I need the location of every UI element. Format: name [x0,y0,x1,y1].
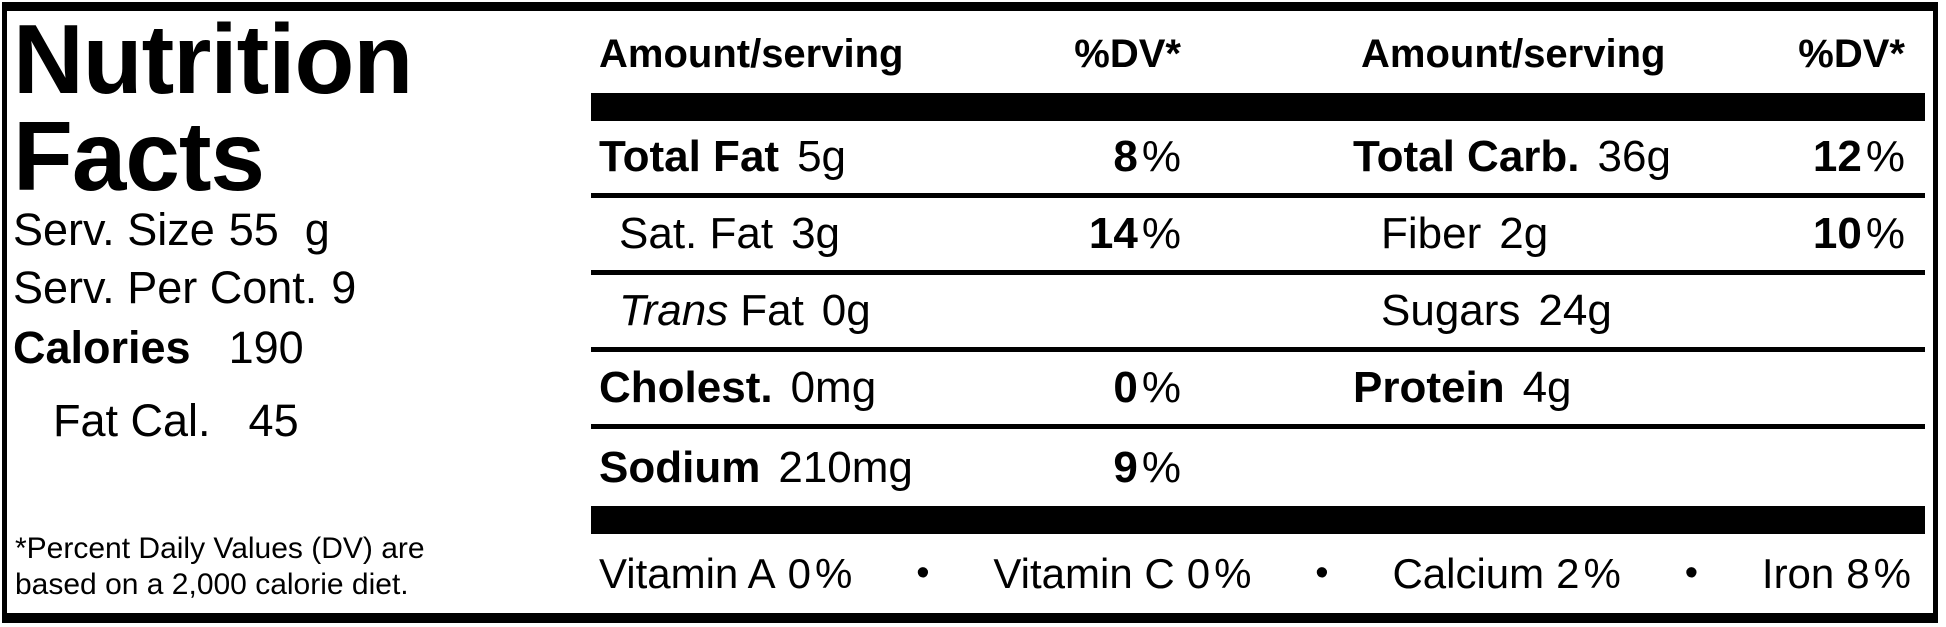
calcium-value: 2 [1556,549,1580,597]
percent-sign: % [1873,549,1911,597]
iron-name: Iron [1761,549,1835,597]
header-dv-left: %DV* [1074,32,1181,76]
percent-sign: % [1141,209,1181,258]
total-carb-name: Total Carb. [1353,132,1580,181]
sat-fat-dv: 14% [1088,209,1181,258]
percent-sign: % [1865,132,1905,181]
table-header-row: Amount/serving %DV* Amount/serving %DV* [591,11,1925,93]
fat-calories-line: Fat Cal. 45 [53,395,299,447]
vitamin-a-value: 0 [787,549,812,597]
table-row: Trans Fat 0g Sugars 24g [591,275,1925,352]
calories-label: Calories [13,322,191,373]
title: Nutrition Facts [13,4,583,211]
calcium-item: Calcium 2% [1392,550,1620,598]
protein-cell: Protein 4g [1353,363,1925,413]
trans-fat-name-italic: Trans [619,286,729,335]
total-carb-amount: 36g [1597,132,1671,181]
dv-footnote-line-1: *Percent Daily Values (DV) are [15,532,425,565]
iron-value: 8 [1846,549,1870,597]
bullet-separator: • [916,552,930,594]
fiber-amount: 2g [1499,209,1549,258]
total-fat-cell: Total Fat 5g 8% [591,132,1181,182]
sodium-dv: 9% [1113,442,1181,492]
percent-sign: % [1141,363,1181,412]
percent-sign: % [815,549,853,597]
fiber-dv: 10% [1812,209,1905,258]
calories-value: 190 [228,322,304,373]
percent-sign: % [1583,549,1621,597]
cholesterol-dv: 0% [1113,363,1181,412]
table-row: Sat. Fat 3g 14% Fiber 2g 10% [591,198,1925,275]
total-carb-cell: Total Carb. 36g 12% [1353,132,1925,182]
title-line-1: Nutrition [13,4,413,114]
percent-sign: % [1141,132,1181,181]
total-fat-dv: 8% [1113,132,1181,181]
vitamin-c-item: Vitamin C 0% [993,550,1251,598]
table-row: Total Fat 5g 8% Total Carb. 36g 12% [591,121,1925,198]
trans-fat-amount: 0g [821,286,871,335]
vitamin-a-item: Vitamin A 0% [599,550,852,598]
calcium-name: Calcium [1392,549,1545,597]
bullet-separator: • [1315,552,1329,594]
total-fat-amount: 5g [797,132,847,181]
percent-sign: % [1141,442,1181,492]
total-carb-dv: 12% [1812,132,1905,181]
iron-item: Iron 8% [1762,550,1911,598]
sodium-cell: Sodium 210mg 9% [591,443,1181,493]
trans-fat-name: Fat [740,286,804,335]
dv-footnote: *Percent Daily Values (DV) are based on … [15,531,425,603]
servings-per-container-line: Serv. Per Cont. 9 [13,262,356,314]
thick-rule-top [591,93,1925,121]
sugars-name: Sugars [1381,286,1521,335]
cholesterol-cell: Cholest. 0mg 0% [591,363,1181,413]
title-line-2: Facts [13,101,265,211]
serving-size-unit: g [304,204,330,255]
left-panel: Nutrition Facts Serv. Size 55 g Serv. Per … [13,4,583,613]
percent-sign: % [1214,549,1252,597]
serving-size-line: Serv. Size 55 g [13,204,330,256]
trans-fat-cell: Trans Fat 0g [591,286,1181,336]
dv-footnote-line-2: based on a 2,000 calorie diet. [15,568,409,601]
protein-amount: 4g [1522,363,1572,412]
vitamin-c-name: Vitamin C [993,549,1175,597]
bullet-separator: • [1684,552,1699,594]
header-dv-right: %DV* [1798,32,1905,76]
percent-sign: % [1865,209,1905,258]
micronutrients-row: Vitamin A 0% • Vitamin C 0% • Calcium 2% • … [591,534,1925,613]
protein-name: Protein [1353,363,1505,412]
header-amount-serving-left: Amount/serving [599,32,904,76]
sodium-amount: 210mg [778,442,913,492]
fat-calories-label: Fat Cal. [53,395,211,446]
nutrient-table: Amount/serving %DV* Amount/serving %DV* … [591,11,1925,613]
header-amount-serving-right: Amount/serving [1361,32,1666,76]
table-row: Cholest. 0mg 0% Protein 4g [591,352,1925,429]
thick-rule-bottom [591,506,1925,534]
fiber-name: Fiber [1381,209,1482,258]
sugars-cell: Sugars 24g [1353,286,1925,336]
cholesterol-name: Cholest. [599,363,773,412]
sodium-name: Sodium [599,442,761,492]
cholesterol-amount: 0mg [790,363,877,412]
fiber-cell: Fiber 2g 10% [1353,209,1925,259]
sat-fat-name: Sat. Fat [619,209,774,258]
servings-per-container-value: 9 [331,262,357,313]
sat-fat-amount: 3g [791,209,841,258]
serving-size-value: 55 [228,204,279,255]
table-row: Sodium 210mg 9% [591,429,1925,506]
serving-size-label: Serv. Size [13,204,215,255]
sat-fat-cell: Sat. Fat 3g 14% [591,209,1181,259]
vitamin-a-name: Vitamin A [599,549,776,597]
vitamin-c-value: 0 [1186,549,1211,597]
calories-line: Calories 190 [13,322,304,374]
fat-calories-value: 45 [248,395,299,446]
servings-per-container-label: Serv. Per Cont. [13,262,318,313]
sugars-amount: 24g [1538,286,1612,335]
total-fat-name: Total Fat [599,132,780,181]
